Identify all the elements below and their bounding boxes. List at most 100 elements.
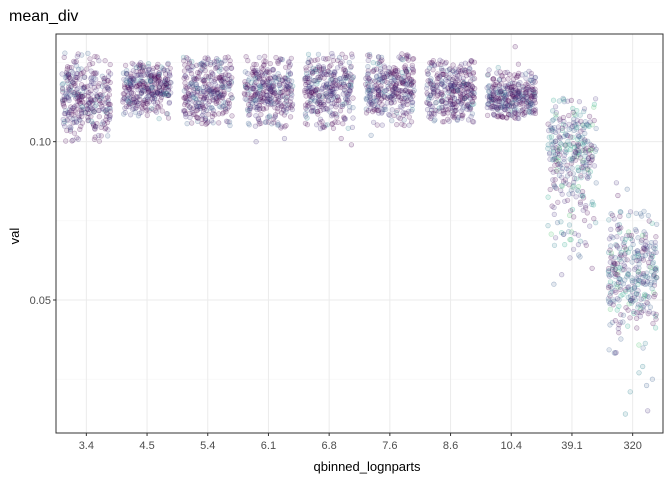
- data-point: [328, 76, 334, 82]
- data-point: [134, 94, 140, 100]
- data-point: [201, 89, 207, 95]
- data-point: [523, 75, 529, 81]
- data-point: [507, 84, 513, 91]
- data-point: [549, 118, 555, 124]
- data-point: [650, 261, 656, 267]
- data-point: [325, 68, 331, 74]
- data-point: [256, 89, 262, 95]
- data-point: [68, 104, 74, 110]
- data-point: [205, 74, 211, 80]
- data-point: [505, 76, 511, 82]
- data-point: [646, 294, 652, 300]
- data-point: [552, 184, 558, 190]
- data-point: [211, 86, 217, 92]
- y-axis: 0.050.10: [30, 137, 56, 307]
- data-point: [402, 67, 409, 73]
- data-point: [350, 95, 356, 101]
- data-point: [72, 109, 78, 115]
- data-point: [79, 91, 85, 97]
- data-point: [150, 93, 156, 99]
- data-point: [303, 113, 309, 119]
- data-point: [211, 89, 217, 95]
- data-point: [207, 92, 213, 98]
- data-point: [566, 121, 572, 127]
- data-point: [562, 142, 568, 148]
- data-point: [70, 89, 77, 96]
- data-point: [210, 71, 216, 77]
- data-point: [547, 186, 553, 193]
- data-point: [135, 87, 141, 93]
- data-point: [305, 59, 311, 66]
- x-tick-label: 4.5: [139, 440, 154, 452]
- data-point: [548, 231, 554, 237]
- data-point: [615, 226, 621, 232]
- data-point: [304, 115, 310, 121]
- data-point: [226, 80, 232, 86]
- data-point: [257, 96, 263, 102]
- data-point: [341, 86, 347, 93]
- data-point: [184, 120, 190, 127]
- data-point: [249, 93, 255, 99]
- data-point: [321, 99, 327, 105]
- data-point: [322, 84, 328, 90]
- data-point: [148, 85, 154, 91]
- data-point: [90, 107, 96, 113]
- data-point: [388, 99, 395, 106]
- data-point: [87, 99, 93, 105]
- data-point: [148, 72, 154, 79]
- data-point: [134, 84, 140, 90]
- data-point: [63, 74, 70, 80]
- data-point: [344, 74, 350, 80]
- data-point: [376, 80, 382, 86]
- data-point: [439, 65, 445, 71]
- data-point: [266, 83, 272, 90]
- data-point: [72, 107, 78, 113]
- data-point: [337, 81, 343, 87]
- data-point: [76, 94, 82, 100]
- data-point: [288, 90, 294, 96]
- data-point: [162, 76, 169, 82]
- data-point: [615, 326, 621, 332]
- data-point: [70, 79, 76, 85]
- data-point: [646, 218, 652, 224]
- data-point: [279, 93, 286, 100]
- data-point: [140, 65, 146, 71]
- data-point: [135, 94, 141, 100]
- data-point: [316, 92, 323, 99]
- data-point: [272, 112, 279, 118]
- data-point: [139, 106, 145, 112]
- data-point: [203, 121, 209, 127]
- data-point: [451, 100, 458, 106]
- data-point: [219, 59, 225, 65]
- data-point: [242, 69, 248, 75]
- data-point: [104, 106, 110, 112]
- data-point: [199, 60, 205, 67]
- data-point: [374, 60, 381, 67]
- data-point: [189, 120, 195, 126]
- data-point: [529, 84, 535, 90]
- data-point: [278, 85, 284, 91]
- data-point: [275, 108, 281, 114]
- data-point: [614, 307, 620, 313]
- data-point: [327, 87, 333, 94]
- data-point: [264, 98, 270, 104]
- data-point: [195, 73, 201, 80]
- data-point: [227, 58, 233, 64]
- data-point: [654, 221, 660, 227]
- data-point: [287, 99, 293, 105]
- data-point: [182, 95, 188, 101]
- data-point: [146, 67, 152, 73]
- data-point: [428, 103, 434, 109]
- data-point: [203, 107, 209, 113]
- data-point: [126, 80, 132, 87]
- data-point: [130, 97, 136, 103]
- data-point: [60, 89, 66, 95]
- data-point: [305, 103, 311, 109]
- data-point: [507, 71, 513, 78]
- data-point: [196, 70, 202, 76]
- data-point: [363, 96, 370, 103]
- data-point: [532, 106, 538, 112]
- data-point: [565, 133, 571, 139]
- data-point: [335, 83, 341, 89]
- data-point: [269, 78, 275, 85]
